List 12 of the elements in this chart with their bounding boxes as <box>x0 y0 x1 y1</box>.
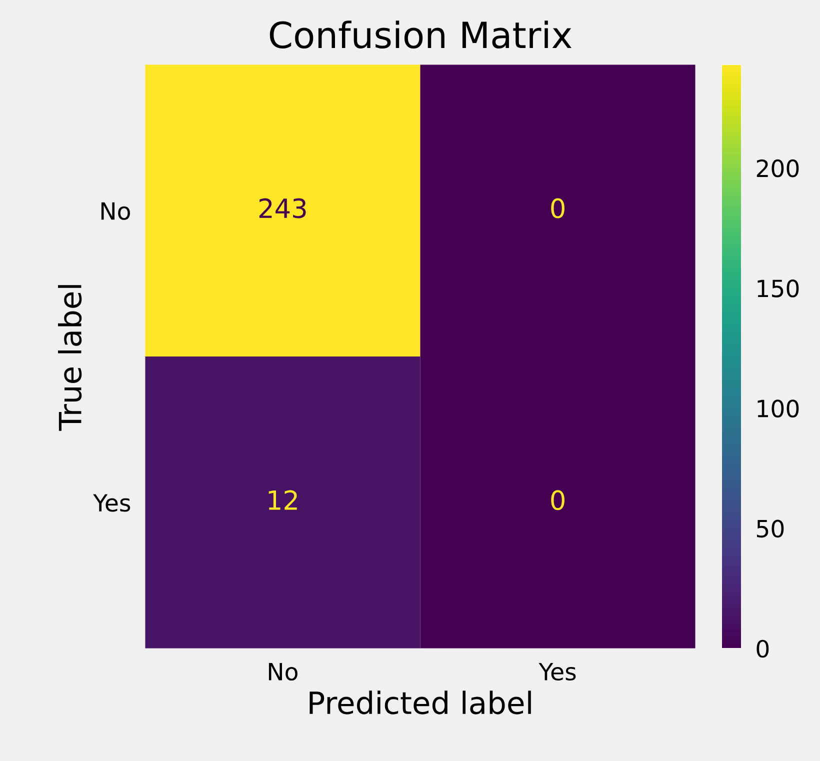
data-label: 0 <box>551 198 564 218</box>
data-label: 0 <box>551 490 564 510</box>
color-bar-label: 0 <box>756 640 769 658</box>
y-axis-title: True label <box>58 285 82 431</box>
chart-title: Confusion Matrix <box>270 20 572 49</box>
color-bar-label: 200 <box>756 159 799 178</box>
color-bar-label: 50 <box>756 520 784 538</box>
data-label: 243 <box>259 198 306 218</box>
color-bar-label: 100 <box>758 400 799 418</box>
x-axis-title: Predicted label <box>310 690 531 714</box>
color-bar-label: 150 <box>758 280 799 298</box>
data-label: 12 <box>268 490 297 510</box>
